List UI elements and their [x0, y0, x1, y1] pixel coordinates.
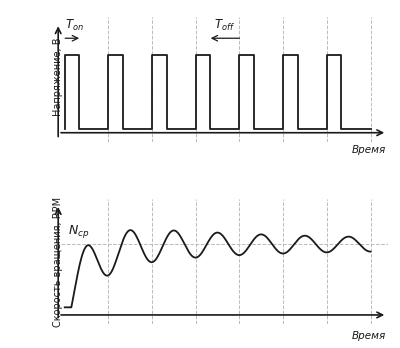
Text: Скорость вращения, RPM: Скорость вращения, RPM: [53, 197, 63, 327]
Text: Время: Время: [352, 145, 386, 155]
Text: $N_{ср}$: $N_{ср}$: [68, 223, 90, 240]
Text: $T_{on}$: $T_{on}$: [65, 18, 84, 33]
Text: $T_{off}$: $T_{off}$: [214, 18, 235, 33]
Text: Время: Время: [352, 331, 386, 341]
Text: Напряжение, В: Напряжение, В: [53, 38, 63, 116]
